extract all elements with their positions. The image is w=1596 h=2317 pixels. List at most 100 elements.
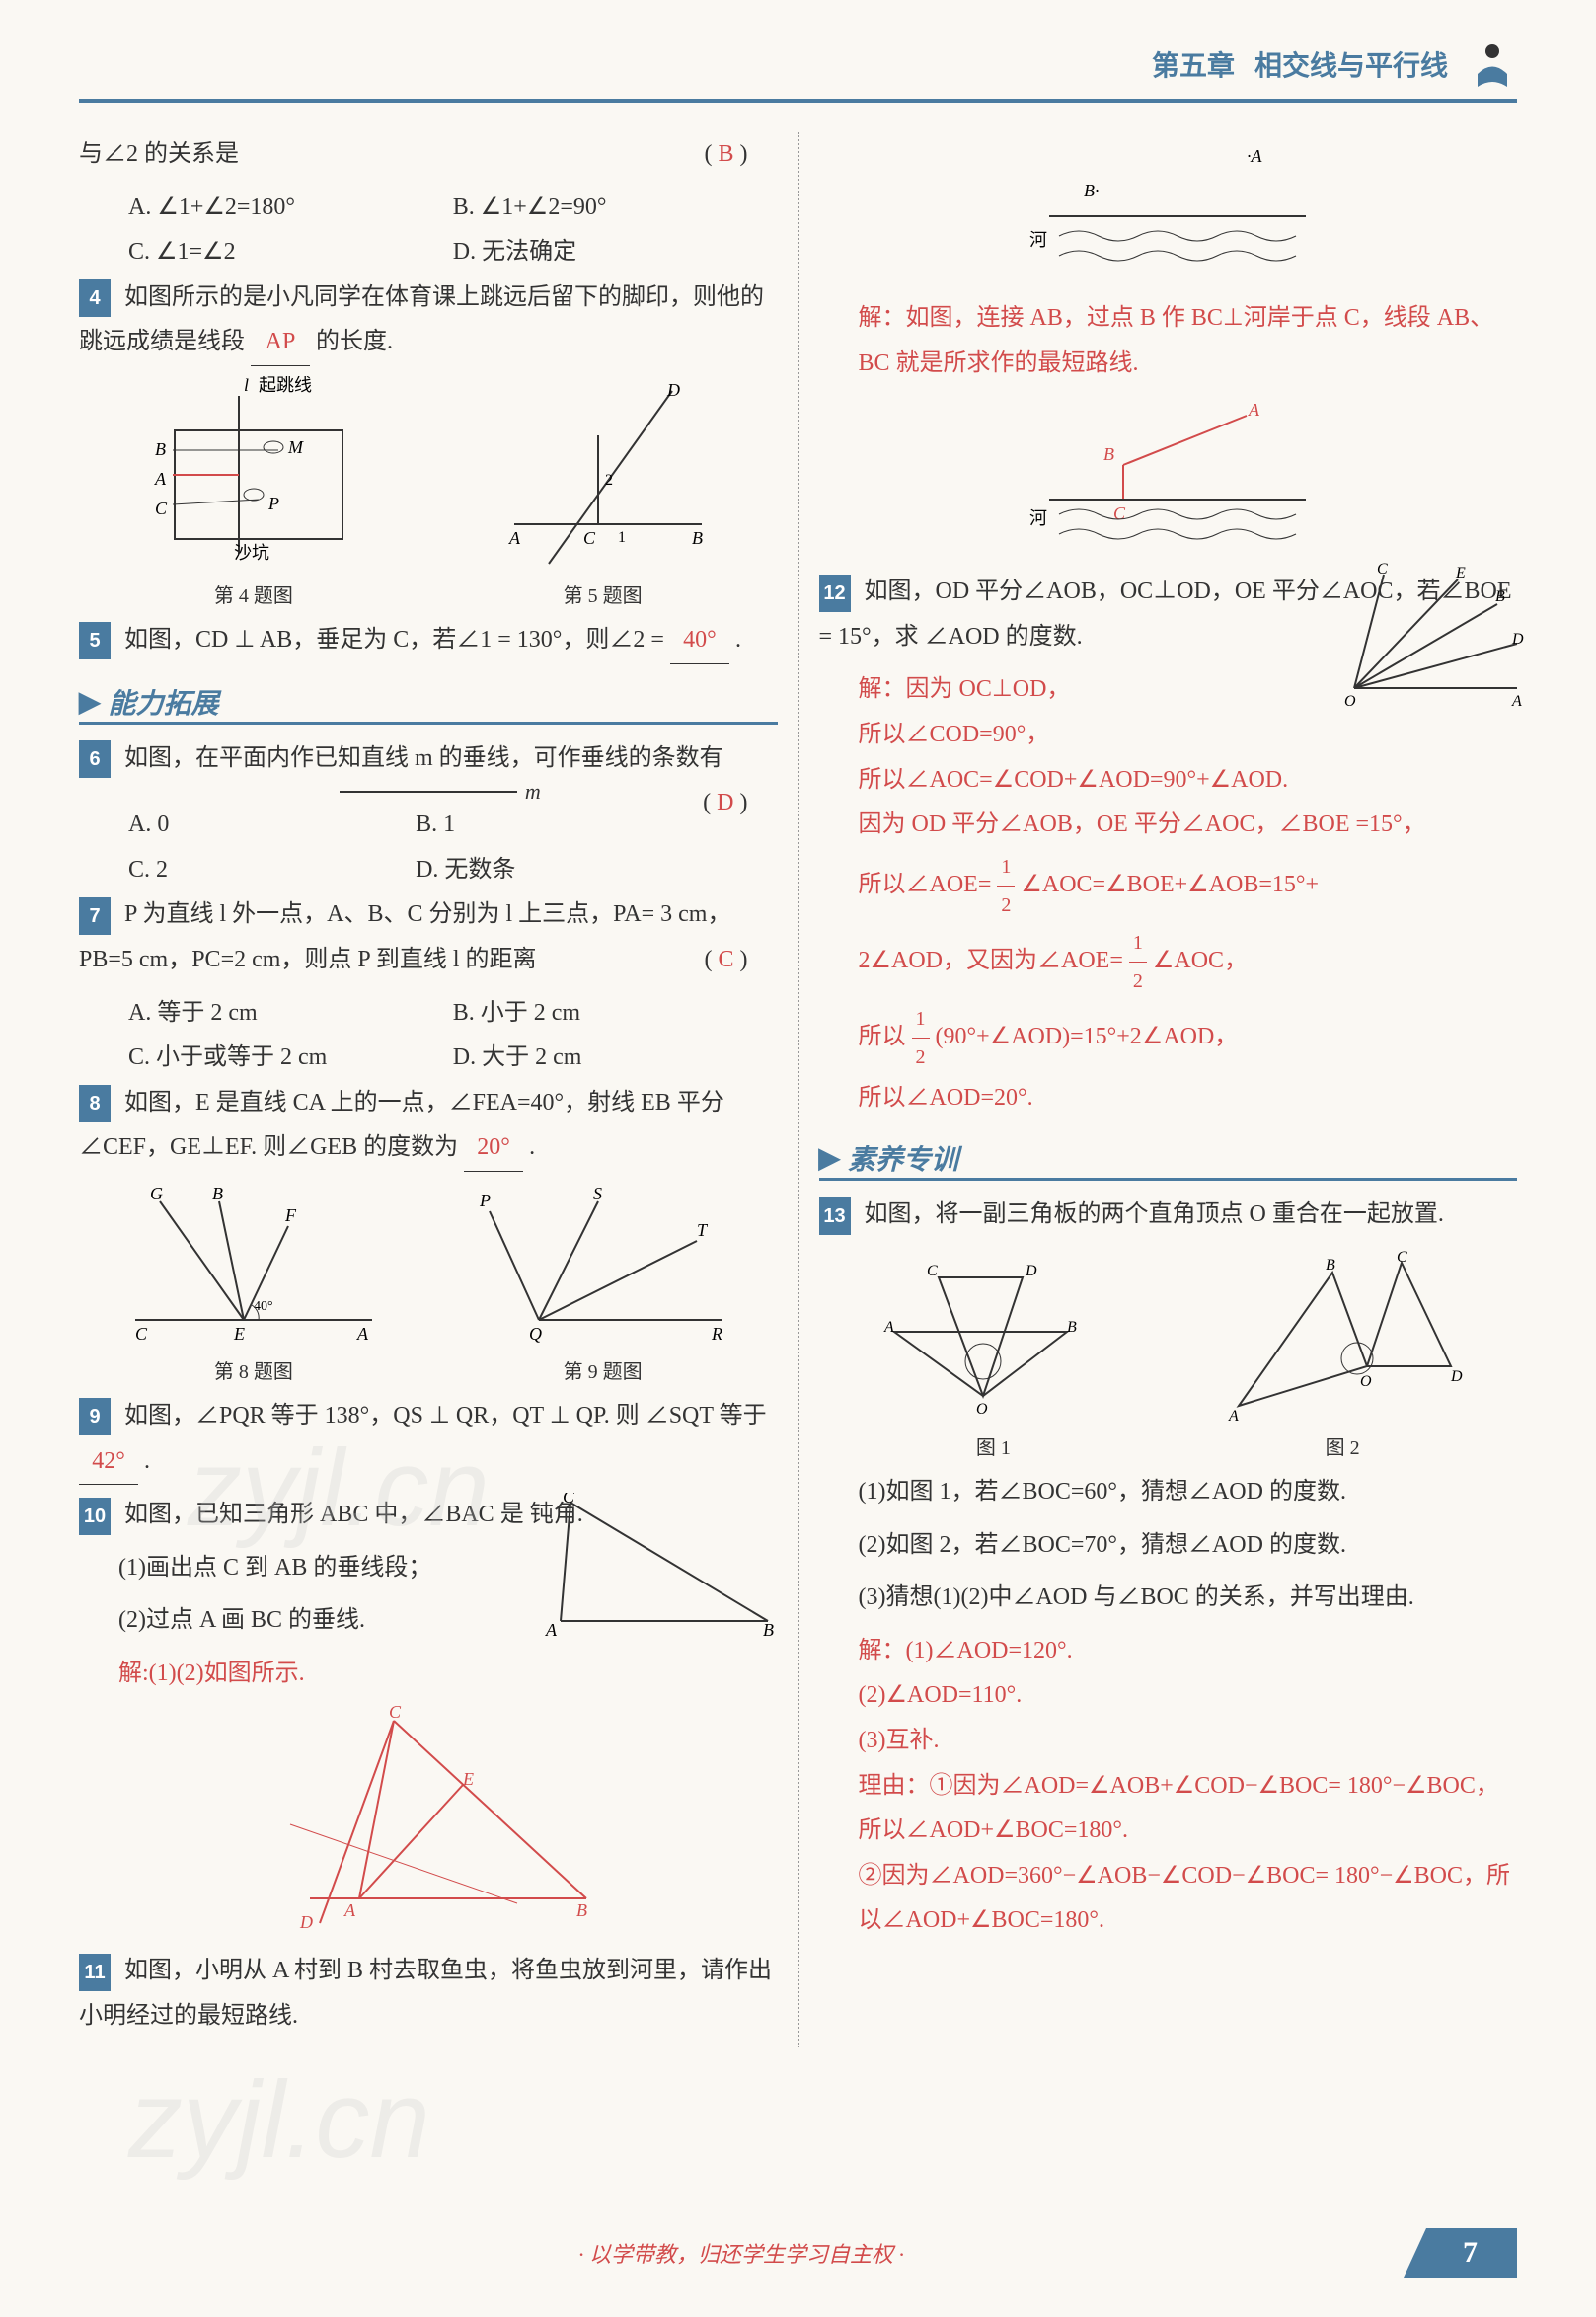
q11-text: 如图，小明从 A 村到 B 村去取鱼虫，将鱼虫放到河里，请作出小明经过的最短路线… [79, 1958, 772, 2029]
left-column: 与∠2 的关系是 ( B ) A. ∠1+∠2=180° B. ∠1+∠2=90… [79, 132, 778, 2047]
q5-num: 5 [79, 622, 111, 659]
q9-num: 9 [79, 1398, 111, 1435]
chapter-title: 相交线与平行线 [1254, 44, 1448, 84]
svg-text:C: C [583, 528, 596, 548]
watermark-2: zyjl.cn [128, 2057, 430, 2183]
svg-text:C: C [155, 499, 168, 518]
svg-text:B: B [155, 439, 166, 459]
figure-11b: A B C 河 [1010, 396, 1326, 560]
q7-opt-b: B. 小于 2 cm [453, 991, 778, 1037]
q10-num: 10 [79, 1498, 111, 1535]
q12-sol-4: 因为 OD 平分∠AOB，OE 平分∠AOC，∠BOE =15°， [859, 803, 1518, 848]
svg-text:A: A [1228, 1408, 1239, 1425]
q7-opt-c: C. 小于或等于 2 cm [128, 1036, 453, 1081]
svg-text:C: C [1397, 1249, 1407, 1266]
q3-opt-a: A. ∠1+∠2=180° [128, 186, 453, 231]
svg-text:P: P [479, 1191, 491, 1210]
fig4-jumpline: l [244, 376, 249, 395]
q13-p2: (2)如图 2，若∠BOC=70°，猜想∠AOD 的度数. [859, 1523, 1518, 1569]
svg-text:A: A [343, 1900, 356, 1920]
svg-text:O: O [1344, 693, 1356, 708]
q6-opt-d: D. 无数条 [416, 848, 703, 893]
svg-text:1: 1 [618, 529, 626, 546]
fig5-label: 第 5 题图 [494, 579, 712, 608]
svg-text:T: T [697, 1220, 709, 1240]
right-column: ·A B· 河 解：如图，连接 AB，过点 B 作 BC⊥河岸于点 C，线段 A… [819, 132, 1518, 2047]
q6-opt-b: B. 1 [416, 803, 703, 848]
q10-solution: 解:(1)(2)如图所示. [118, 1652, 778, 1697]
q10-p1: (1)画出点 C 到 AB 的垂线段； [118, 1546, 778, 1591]
svg-text:D: D [666, 380, 680, 400]
q8-blank: 20° [464, 1125, 523, 1172]
svg-text:O: O [1360, 1373, 1372, 1390]
fig13-2-label: 图 2 [1219, 1431, 1466, 1460]
svg-text:B: B [692, 528, 703, 548]
reader-icon [1468, 39, 1517, 89]
fig4-label: 第 4 题图 [145, 579, 362, 608]
q6-num: 6 [79, 740, 111, 778]
q13-sol-5: ②因为∠AOD=360°−∠AOB−∠COD−∠BOC= 180°−∠BOC，所… [859, 1854, 1518, 1944]
q4-blank: AP [251, 320, 310, 366]
q12-sol-7: 所以 12 (90°+∠AOD)=15°+2∠AOD， [859, 1000, 1518, 1076]
page-number: 7 [1404, 2228, 1517, 2278]
q13-sol-1: 解：(1)∠AOD=120°. [859, 1629, 1518, 1674]
svg-text:沙坑: 沙坑 [234, 543, 269, 563]
section-literacy: ▶ 素养专训 [819, 1138, 1518, 1181]
svg-text:·A: ·A [1247, 146, 1263, 166]
q11-num: 11 [79, 1954, 111, 1991]
q6-text: 如图，在平面内作已知直线 m 的垂线，可作垂线的条数有 [124, 745, 723, 771]
svg-text:A: A [356, 1324, 369, 1344]
q12-sol-3: 所以∠AOC=∠COD+∠AOD=90°+∠AOD. [859, 758, 1518, 804]
svg-text:D: D [1450, 1368, 1463, 1385]
svg-text:40°: 40° [254, 1299, 273, 1314]
svg-text:河: 河 [1029, 508, 1047, 528]
q11-solution: 解：如图，连接 AB，过点 B 作 BC⊥河岸于点 C，线段 AB、BC 就是所… [859, 296, 1518, 386]
figure-11a: ·A B· 河 [1010, 142, 1326, 286]
q5-text: 如图，CD ⊥ AB，垂足为 C，若∠1 = 130°，则∠2 = [124, 627, 664, 653]
q3-opt-b: B. ∠1+∠2=90° [453, 186, 778, 231]
svg-text:G: G [150, 1184, 163, 1203]
svg-text:C: C [1377, 561, 1388, 578]
q6-opt-a: A. 0 [128, 803, 416, 848]
figure-12: O A D B E C [1339, 560, 1527, 725]
svg-text:A: A [1511, 693, 1522, 708]
arrow-icon: ▶ [819, 1141, 841, 1175]
svg-text:D: D [1025, 1263, 1037, 1279]
svg-text:C: C [927, 1263, 938, 1279]
svg-text:A: A [154, 469, 167, 489]
svg-text:B: B [1103, 444, 1114, 464]
svg-text:起跳线: 起跳线 [259, 376, 312, 395]
q9-suffix: . [144, 1448, 150, 1474]
svg-text:B: B [1495, 588, 1505, 605]
figure-5: A B C D 1 2 第 5 题图 [494, 376, 712, 608]
q6-opt-c: C. 2 [128, 848, 416, 893]
q13-sol-3: (3)互补. [859, 1719, 1518, 1764]
q13-sol-2: (2)∠AOD=110°. [859, 1673, 1518, 1719]
q3-opt-c: C. ∠1=∠2 [128, 230, 453, 275]
arrow-icon: ▶ [79, 685, 101, 719]
fig8-label: 第 8 题图 [125, 1355, 382, 1384]
q13-p3: (3)猜想(1)(2)中∠AOD 与∠BOC 的关系，并写出理由. [859, 1576, 1518, 1621]
q3-opt-d: D. 无法确定 [453, 230, 778, 275]
q12-sol-8: 所以∠AOD=20°. [859, 1076, 1518, 1121]
chapter-number: 第五章 [1152, 44, 1235, 84]
svg-text:2: 2 [605, 472, 613, 489]
svg-text:C: C [389, 1706, 402, 1722]
svg-text:B: B [1326, 1257, 1335, 1274]
q3-tail-text: 与∠2 的关系是 [79, 141, 239, 167]
svg-text:B: B [1067, 1319, 1077, 1336]
svg-text:D: D [1511, 631, 1524, 648]
svg-text:B: B [212, 1184, 223, 1203]
svg-text:E: E [462, 1769, 474, 1789]
q4-suffix: 的长度. [316, 329, 393, 354]
q7-opt-d: D. 大于 2 cm [453, 1036, 778, 1081]
q4-num: 4 [79, 279, 111, 317]
svg-text:C: C [563, 1493, 575, 1506]
svg-text:F: F [284, 1205, 297, 1225]
column-divider [798, 132, 799, 2047]
footer-motto: · 以学带教，归还学生学习自主权 · [79, 2237, 1404, 2269]
q13-p1: (1)如图 1，若∠BOC=60°，猜想∠AOD 的度数. [859, 1470, 1518, 1515]
svg-text:S: S [593, 1184, 602, 1203]
svg-text:D: D [299, 1912, 313, 1932]
section-ability: ▶ 能力拓展 [79, 682, 778, 725]
